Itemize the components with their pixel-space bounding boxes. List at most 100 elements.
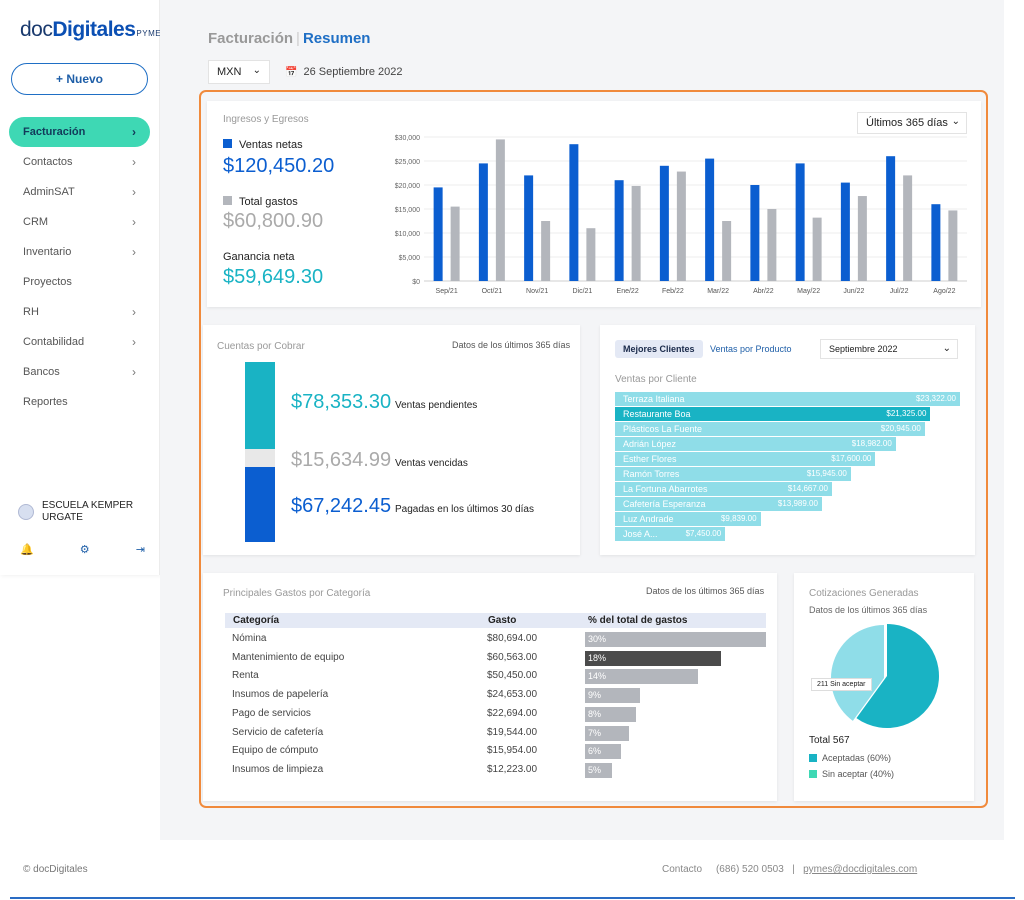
month-select[interactable]: Septiembre 2022 ⌄ <box>820 339 958 359</box>
org-avatar <box>18 504 34 520</box>
tab-product-sales[interactable]: Ventas por Producto <box>710 344 792 354</box>
row-category: Insumos de papelería <box>232 689 329 701</box>
sales-bar <box>433 187 443 281</box>
range-value: Últimos 365 días <box>866 117 948 129</box>
row-category: Pago de servicios <box>232 707 311 719</box>
top-expenses-card: Principales Gastos por Categoría Datos d… <box>203 573 777 801</box>
sidebar-item-2[interactable]: AdminSAT › <box>9 177 150 207</box>
new-button[interactable]: + Nuevo <box>11 63 148 95</box>
sales-bar <box>569 144 579 281</box>
date-value: 26 Septiembre 2022 <box>303 66 403 78</box>
y-tick-label: $20,000 <box>395 183 420 190</box>
client-name: Terraza Italiana <box>623 394 685 404</box>
sidebar-item-6[interactable]: RH › <box>9 297 150 327</box>
client-bar[interactable]: Plásticos La Fuente $20,945.00 <box>615 422 925 436</box>
sidebar: docDigitalesPYMES + Nuevo Facturación › Co… <box>0 0 166 575</box>
client-amount: $21,325.00 <box>886 409 927 418</box>
sidebar-item-0[interactable]: Facturación › <box>9 117 150 147</box>
expenses-bar <box>812 217 822 281</box>
row-amount: $19,544.00 <box>487 726 538 738</box>
sidebar-item-4[interactable]: Inventario › <box>9 237 150 267</box>
percent-label: 5% <box>588 764 602 775</box>
chevron-right-icon: › <box>132 305 136 319</box>
x-tick-label: Jul/22 <box>890 288 909 295</box>
client-amount: $9,839.00 <box>720 514 757 523</box>
tab-best-clients[interactable]: Mejores Clientes <box>615 340 703 358</box>
percent-bar: 7% <box>585 725 629 741</box>
expenses-label: Total gastos <box>239 196 298 208</box>
percent-bar: 14% <box>585 669 699 685</box>
sales-bar <box>614 180 624 281</box>
contact-email[interactable]: pymes@docdigitales.com <box>803 864 918 875</box>
client-name: Adrián López <box>623 439 677 449</box>
bell-icon[interactable]: 🔔 <box>20 544 34 556</box>
row-amount: $24,653.00 <box>487 689 538 701</box>
net-sales-label: Ventas netas <box>239 139 303 151</box>
sidebar-item-8[interactable]: Bancos › <box>9 357 150 387</box>
sidebar-item-label: Contactos <box>23 156 73 168</box>
sidebar-nav: Facturación › Contactos › AdminSAT › CRM › Inven… <box>0 117 160 417</box>
chevron-right-icon: › <box>132 185 136 199</box>
currency-select[interactable]: MXN ⌄ <box>208 60 270 84</box>
expenses-bar <box>948 210 958 281</box>
x-tick-label: Nov/21 <box>526 288 548 295</box>
sidebar-item-label: Contabilidad <box>23 336 85 348</box>
client-amount: $14,667.00 <box>787 484 828 493</box>
client-bar[interactable]: Restaurante Boa $21,325.00 <box>615 407 931 421</box>
sidebar-item-1[interactable]: Contactos › <box>9 147 150 177</box>
row-category: Nómina <box>232 633 267 644</box>
expenses-bar <box>450 206 460 281</box>
chevron-right-icon: › <box>132 245 136 259</box>
quotes-note: Datos de los últimos 365 días <box>809 605 928 615</box>
sidebar-item-3[interactable]: CRM › <box>9 207 150 237</box>
client-bar[interactable]: Adrián López $18,982.00 <box>615 437 896 451</box>
receivable-stacked-bar <box>245 362 275 542</box>
client-amount: $7,450.00 <box>685 529 722 538</box>
chevron-right-icon: › <box>132 215 136 229</box>
income-expenses-card: Ingresos y Egresos Últimos 365 días ⌄ Ve… <box>207 101 981 307</box>
client-name: Restaurante Boa <box>623 409 691 419</box>
breadcrumb-section[interactable]: Facturación <box>208 30 294 47</box>
row-category: Insumos de limpieza <box>232 763 324 775</box>
receivable-segment <box>245 466 275 542</box>
row-amount: $80,694.00 <box>487 633 538 644</box>
client-name: José A... <box>623 529 658 539</box>
percent-bar: 8% <box>585 706 636 722</box>
sidebar-item-7[interactable]: Contabilidad › <box>9 327 150 357</box>
sidebar-item-label: RH <box>23 306 39 318</box>
client-bar[interactable]: Ramón Torres $15,945.00 <box>615 467 851 481</box>
row-category: Servicio de cafetería <box>232 726 324 738</box>
footer-copyright: © docDigitales <box>23 864 88 875</box>
chevron-down-icon: ⌄ <box>951 116 960 127</box>
percent-label: 7% <box>588 727 602 738</box>
gear-icon[interactable]: ⚙ <box>79 544 90 556</box>
range-select[interactable]: Últimos 365 días ⌄ <box>857 112 967 134</box>
client-bar[interactable]: Cafetería Esperanza $13,989.00 <box>615 497 822 511</box>
client-bar[interactable]: Luz Andrade $9,839.00 <box>615 512 761 526</box>
client-bar[interactable]: Terraza Italiana $23,322.00 <box>615 392 960 406</box>
expenses-bar <box>903 175 913 281</box>
logo-text-small: PYMES <box>136 29 167 38</box>
row-amount: $12,223.00 <box>487 763 538 775</box>
expenses-legend-swatch <box>223 196 232 205</box>
sidebar-item-label: Facturación <box>23 126 86 138</box>
sales-bar <box>478 163 488 281</box>
chevron-down-icon: ⌄ <box>942 343 951 354</box>
sidebar-item-9[interactable]: Reportes <box>9 387 150 417</box>
dashboard-highlight-frame <box>199 90 988 808</box>
y-tick-label: $30,000 <box>395 135 420 142</box>
logout-icon[interactable]: ⇥ <box>135 544 145 556</box>
client-bar[interactable]: La Fortuna Abarrotes $14,667.00 <box>615 482 832 496</box>
net-sales-value: $120,450.20 <box>223 155 335 177</box>
organization[interactable]: ESCUELA KEMPER URGATE <box>18 500 142 524</box>
currency-value: MXN <box>217 66 242 78</box>
client-name: La Fortuna Abarrotes <box>623 484 708 494</box>
client-bar[interactable]: José A... $7,450.00 <box>615 527 726 541</box>
sidebar-item-5[interactable]: Proyectos <box>9 267 150 297</box>
sidebar-item-label: CRM <box>23 216 49 228</box>
breadcrumb: Facturación | Resumen <box>208 30 370 47</box>
percent-bar: 30% <box>585 632 766 647</box>
client-name: Ramón Torres <box>623 469 680 479</box>
brand-logo[interactable]: docDigitalesPYMES <box>20 18 167 42</box>
client-bar[interactable]: Esther Flores $17,600.00 <box>615 452 876 466</box>
